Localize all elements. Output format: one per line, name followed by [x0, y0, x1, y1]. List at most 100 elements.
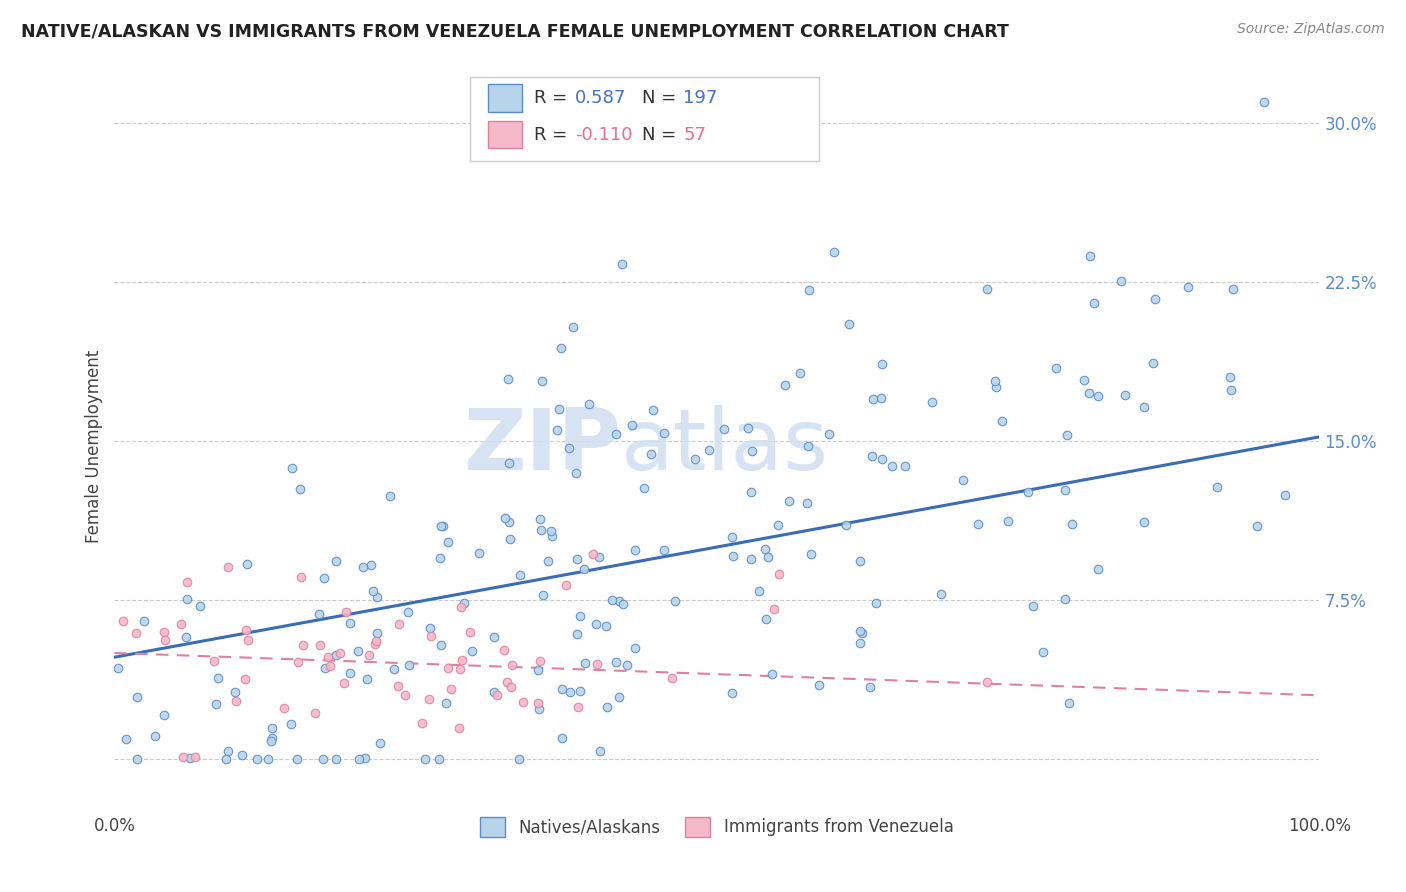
- Legend: Natives/Alaskans, Immigrants from Venezuela: Natives/Alaskans, Immigrants from Venezu…: [474, 810, 960, 844]
- Point: [567, 551, 589, 566]
- Text: R =: R =: [534, 88, 572, 107]
- Point: [486, 688, 509, 702]
- Point: [685, 452, 707, 467]
- Point: [419, 621, 441, 635]
- Point: [360, 558, 382, 572]
- Point: [256, 752, 278, 766]
- Point: [461, 644, 484, 658]
- Point: [567, 626, 589, 640]
- Point: [450, 600, 472, 615]
- Point: [482, 630, 505, 644]
- Point: [236, 558, 259, 572]
- Point: [773, 377, 796, 392]
- Point: [1144, 292, 1167, 306]
- Point: [1073, 373, 1095, 387]
- Point: [589, 744, 612, 758]
- Point: [312, 571, 335, 585]
- Point: [1133, 515, 1156, 529]
- Point: [862, 392, 884, 406]
- Text: 57: 57: [683, 126, 706, 144]
- Point: [600, 592, 623, 607]
- Point: [537, 554, 560, 568]
- Point: [388, 616, 411, 631]
- Point: [339, 665, 361, 680]
- Point: [411, 715, 433, 730]
- Text: 197: 197: [683, 88, 717, 107]
- Point: [107, 661, 129, 675]
- Point: [233, 672, 256, 686]
- Point: [548, 401, 571, 416]
- Point: [661, 672, 683, 686]
- Point: [763, 602, 786, 616]
- Point: [529, 511, 551, 525]
- Point: [512, 695, 534, 709]
- Point: [172, 749, 194, 764]
- Point: [808, 678, 831, 692]
- Point: [894, 459, 917, 474]
- Point: [453, 596, 475, 610]
- Point: [260, 734, 283, 748]
- Point: [699, 442, 721, 457]
- Point: [215, 752, 238, 766]
- Text: -0.110: -0.110: [575, 126, 633, 144]
- Point: [624, 542, 647, 557]
- Point: [366, 625, 388, 640]
- Point: [616, 658, 638, 673]
- Point: [721, 686, 744, 700]
- Point: [449, 721, 471, 735]
- Point: [458, 624, 481, 639]
- Point: [260, 731, 283, 745]
- Point: [976, 282, 998, 296]
- Point: [605, 427, 627, 442]
- Point: [550, 341, 572, 355]
- Point: [756, 550, 779, 565]
- Point: [112, 614, 135, 628]
- Point: [432, 519, 454, 533]
- Point: [1206, 481, 1229, 495]
- Point: [207, 671, 229, 685]
- Point: [1077, 386, 1099, 401]
- Text: ZIP: ZIP: [463, 405, 620, 488]
- Point: [153, 632, 176, 647]
- Point: [332, 676, 354, 690]
- Point: [838, 317, 860, 331]
- Point: [262, 721, 284, 735]
- Point: [880, 459, 903, 474]
- Point: [235, 624, 257, 638]
- Point: [865, 596, 887, 610]
- Point: [849, 553, 872, 567]
- Point: [115, 731, 138, 746]
- Point: [740, 485, 762, 500]
- Point: [562, 319, 585, 334]
- Point: [308, 638, 330, 652]
- Point: [1060, 517, 1083, 532]
- FancyBboxPatch shape: [488, 120, 522, 148]
- Point: [640, 446, 662, 460]
- Point: [531, 588, 554, 602]
- Point: [501, 657, 523, 672]
- Point: [356, 672, 378, 686]
- Point: [870, 452, 893, 467]
- Point: [153, 625, 176, 640]
- Point: [1133, 401, 1156, 415]
- Point: [796, 496, 818, 510]
- Point: [984, 379, 1007, 393]
- Point: [290, 570, 312, 584]
- Text: atlas: atlas: [620, 405, 828, 488]
- Point: [595, 700, 617, 714]
- Point: [396, 605, 419, 619]
- Point: [740, 552, 762, 566]
- Point: [429, 551, 451, 566]
- Point: [359, 648, 381, 662]
- Point: [183, 749, 205, 764]
- Point: [585, 616, 607, 631]
- Point: [364, 637, 387, 651]
- Text: N =: N =: [643, 88, 682, 107]
- Point: [737, 421, 759, 435]
- Point: [1177, 279, 1199, 293]
- Text: NATIVE/ALASKAN VS IMMIGRANTS FROM VENEZUELA FEMALE UNEMPLOYMENT CORRELATION CHAR: NATIVE/ALASKAN VS IMMIGRANTS FROM VENEZU…: [21, 22, 1010, 40]
- Point: [314, 661, 336, 675]
- Point: [370, 737, 392, 751]
- Point: [325, 752, 347, 766]
- Point: [607, 594, 630, 608]
